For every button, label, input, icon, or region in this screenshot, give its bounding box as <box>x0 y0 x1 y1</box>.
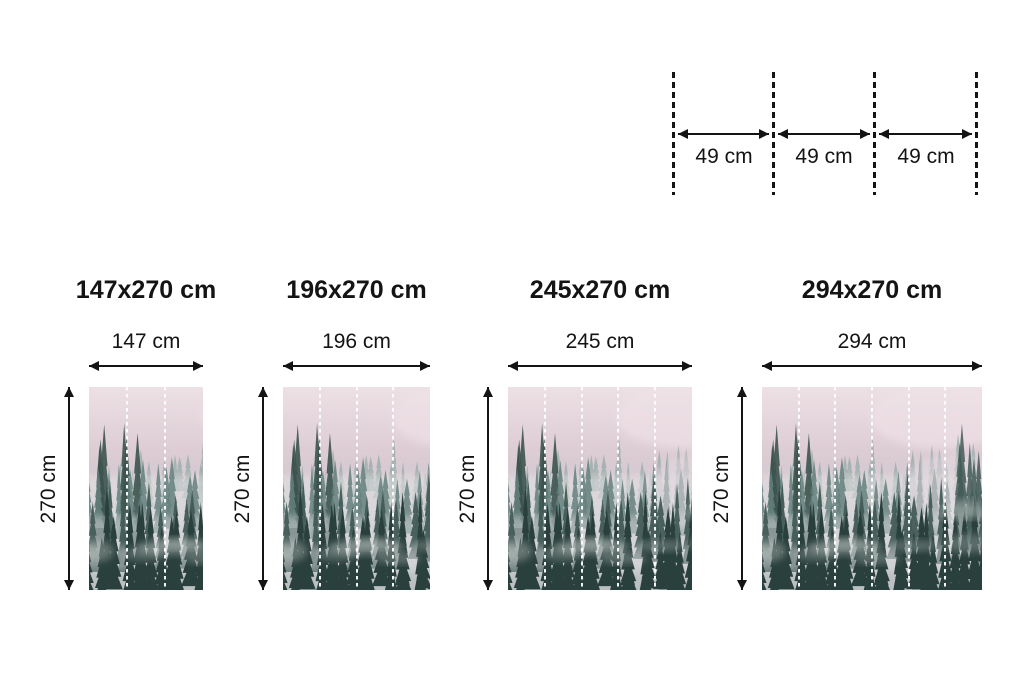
size-title: 294x270 cm <box>801 276 943 304</box>
width-dimension-arrow <box>508 361 692 371</box>
width-dimension-arrow <box>762 361 982 371</box>
forest-photo <box>508 387 692 590</box>
panel-width-arrow <box>879 129 972 139</box>
panel-width-label: 49 cm <box>695 145 753 168</box>
width-dimension-label: 147 cm <box>111 330 181 353</box>
width-dimension-label: 245 cm <box>565 330 635 353</box>
height-dimension-arrow <box>737 387 747 590</box>
panel-divider-line <box>871 387 873 590</box>
width-dimension-label: 294 cm <box>837 330 907 353</box>
panel-width-arrow <box>678 129 769 139</box>
height-dimension-arrow <box>483 387 493 590</box>
panel-divider-line <box>617 387 620 590</box>
panel-divider-line <box>654 387 657 590</box>
size-title: 245x270 cm <box>529 276 671 304</box>
wallpaper-preview <box>762 387 982 590</box>
panel-divider-line <box>907 387 910 590</box>
panel-divider-line <box>355 387 358 590</box>
wallpaper-preview <box>283 387 430 590</box>
height-dimension-arrow <box>258 387 268 590</box>
panel-divider-line <box>944 387 947 590</box>
width-dimension-arrow <box>283 361 430 371</box>
panel-width-label: 49 cm <box>795 145 853 168</box>
panel-divider-line <box>580 387 583 590</box>
wallpaper-preview <box>508 387 692 590</box>
height-dimension-label: 270 cm <box>231 454 254 523</box>
panel-divider-line <box>834 387 837 590</box>
panel-divider-line <box>392 387 395 590</box>
height-dimension-label: 270 cm <box>456 454 479 523</box>
panel-divider-line <box>164 387 166 590</box>
panel-fold-dashed-line <box>772 72 775 195</box>
panel-fold-dashed-line <box>975 72 978 195</box>
panel-width-arrow <box>778 129 870 139</box>
height-dimension-arrow <box>64 387 74 590</box>
panel-width-label: 49 cm <box>897 145 955 168</box>
panel-fold-dashed-line <box>873 72 876 195</box>
panel-fold-dashed-line <box>672 72 675 195</box>
panel-divider-line <box>797 387 800 590</box>
forest-photo <box>89 387 203 590</box>
panel-divider-line <box>318 387 321 590</box>
wallpaper-preview <box>89 387 203 590</box>
panel-divider-line <box>543 387 546 590</box>
width-dimension-arrow <box>89 361 203 371</box>
height-dimension-label: 270 cm <box>37 454 60 523</box>
panel-divider-line <box>126 387 128 590</box>
size-title: 147x270 cm <box>75 276 217 304</box>
height-dimension-label: 270 cm <box>710 454 733 523</box>
size-title: 196x270 cm <box>286 276 427 304</box>
width-dimension-label: 196 cm <box>322 330 391 353</box>
